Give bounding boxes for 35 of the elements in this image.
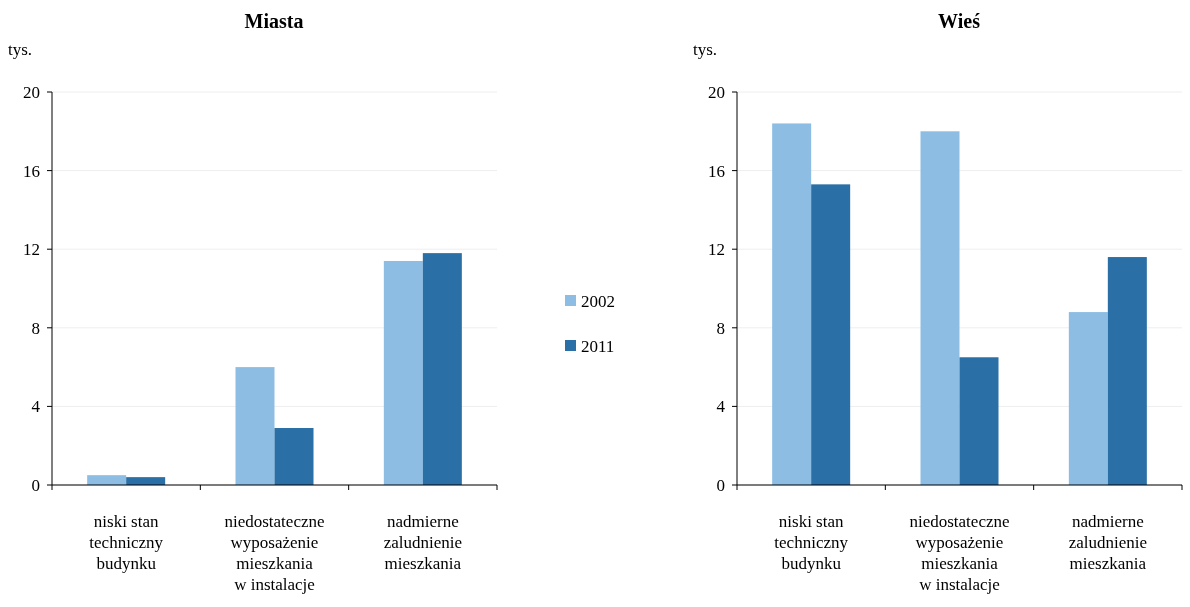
- x-tick-label: nadmierne zaludnienie mieszkania: [1068, 512, 1148, 573]
- y-tick-label: 0: [31, 476, 40, 495]
- y-tick-label: 12: [23, 240, 40, 260]
- y-tick-label: 8: [716, 318, 725, 338]
- bar: [235, 367, 275, 485]
- chart-title: Wieś: [938, 10, 981, 32]
- y-tick-label: 0: [716, 476, 725, 495]
- y-axis-title: tys.: [693, 40, 718, 59]
- y-tick-label: 4: [31, 397, 41, 417]
- bar: [422, 253, 462, 485]
- bar: [920, 131, 960, 485]
- y-tick-label: 20: [23, 83, 40, 102]
- y-tick-label: 16: [23, 161, 40, 181]
- y-tick-label: 12: [708, 240, 725, 260]
- bar: [811, 184, 851, 485]
- x-tick-label: niski stan techniczny budynku: [89, 512, 164, 573]
- y-tick-label: 16: [708, 161, 725, 181]
- legend-label: 2002: [581, 292, 615, 311]
- chart-title: Miasta: [244, 10, 304, 32]
- bar: [1107, 257, 1147, 485]
- bar: [1068, 312, 1108, 485]
- x-tick-label: niedostateczne wyposażenie mieszkania w instalacje: [224, 512, 325, 594]
- y-tick-label: 20: [708, 83, 725, 102]
- y-tick-label: 4: [716, 397, 726, 417]
- bar: [959, 357, 999, 485]
- bar: [87, 475, 127, 485]
- x-tick-label: niedostateczne wyposażenie mieszkania w instalacje: [909, 512, 1010, 594]
- legend-label: 2011: [581, 337, 615, 356]
- bar: [772, 123, 812, 485]
- bar: [274, 428, 314, 485]
- x-tick-label: nadmierne zaludnienie mieszkania: [383, 512, 463, 573]
- bar: [383, 260, 423, 485]
- y-axis-title: tys.: [8, 40, 33, 59]
- y-tick-label: 8: [31, 318, 40, 338]
- x-tick-label: niski stan techniczny budynku: [774, 512, 849, 573]
